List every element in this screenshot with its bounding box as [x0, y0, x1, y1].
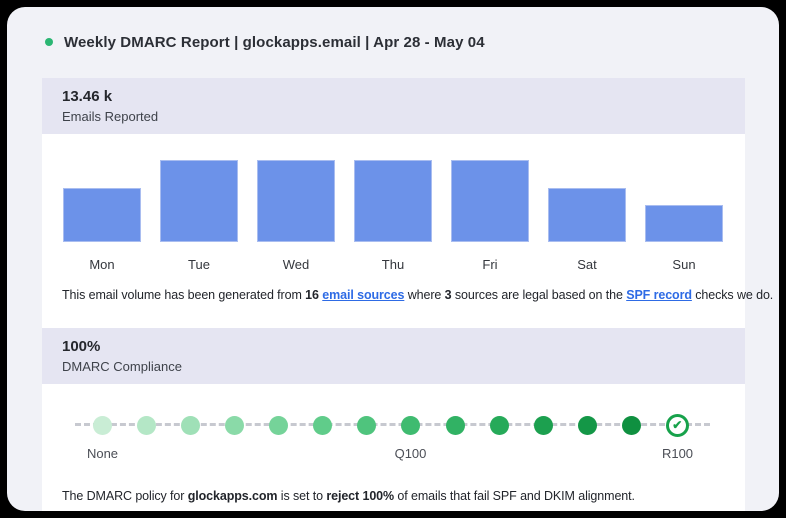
scale-dashed-line: [75, 423, 710, 426]
text-segment: where: [404, 288, 445, 302]
compliance-dot: [401, 415, 421, 435]
compliance-dot: [577, 415, 597, 435]
bar: [257, 160, 335, 242]
compliance-dot: [137, 415, 157, 435]
compliance-dot: [269, 415, 289, 435]
bar-group: Fri: [451, 160, 529, 274]
bar-label: Thu: [381, 257, 405, 272]
scale-label: Q100: [394, 446, 427, 461]
text-segment: 3: [444, 288, 452, 302]
text-segment: glockapps.com: [187, 489, 278, 503]
compliance-dot: [313, 415, 333, 435]
bar-label: Mon: [89, 257, 115, 272]
bar-group: Wed: [257, 160, 335, 274]
emails-total: 13.46 k: [62, 88, 113, 105]
inline-link[interactable]: SPF record: [626, 288, 692, 302]
bar: [451, 160, 529, 242]
bar: [548, 188, 626, 242]
bar: [63, 188, 141, 242]
text-segment: The DMARC policy for: [62, 489, 188, 503]
text-segment: is set to: [277, 489, 327, 503]
bar-label: Sat: [577, 257, 597, 272]
report-header: Weekly DMARC Report | glockapps.email | …: [7, 7, 779, 77]
text-segment: sources are legal based on the: [451, 288, 627, 302]
compliance-value: 100%: [62, 338, 101, 355]
compliance-banner: 100% DMARC Compliance: [42, 328, 745, 384]
compliance-scale: ✔ None Q100 R100: [42, 404, 745, 480]
text-segment: checks we do.: [691, 288, 774, 302]
bar: [160, 160, 238, 242]
bar-label: Fri: [482, 257, 498, 272]
bar-group: Mon: [63, 188, 141, 274]
compliance-dot: [489, 415, 509, 435]
status-dot-icon: [45, 38, 53, 46]
compliance-dot: [445, 415, 465, 435]
bar-group: Sat: [548, 188, 626, 274]
emails-summary-banner: 13.46 k Emails Reported: [42, 78, 745, 134]
report-panel: 13.46 k Emails Reported Mon Tue Wed Thu Fri S…: [42, 78, 773, 511]
text-segment: This email volume has been generated fro…: [62, 288, 306, 302]
bar-label: Sun: [672, 257, 696, 272]
compliance-dot: [181, 415, 201, 435]
bar-group: Sun: [645, 205, 723, 274]
volume-text: This email volume has been generated fro…: [62, 288, 773, 302]
report-title: Weekly DMARC Report | glockapps.email | …: [64, 33, 485, 51]
bar-label: Tue: [188, 257, 210, 272]
compliance-dot: [533, 415, 553, 435]
compliance-dot: [225, 415, 245, 435]
scale-label: None: [86, 446, 119, 461]
bar-chart: Mon Tue Wed Thu Fri Sat Sun: [42, 134, 745, 274]
bar: [354, 160, 432, 242]
scale-label: R100: [661, 446, 694, 461]
check-icon: ✔: [665, 413, 689, 437]
text-segment: reject 100%: [326, 489, 395, 503]
bar-group: Thu: [354, 160, 432, 274]
inline-link[interactable]: email sources: [322, 288, 405, 302]
compliance-dot: [357, 415, 377, 435]
compliance-dots: ✔: [93, 413, 689, 437]
bar: [645, 205, 723, 242]
compliance-label: DMARC Compliance: [62, 359, 182, 374]
text-segment: 16: [305, 288, 319, 302]
policy-text: The DMARC policy for glockapps.com is se…: [62, 489, 745, 503]
emails-label: Emails Reported: [62, 109, 159, 124]
compliance-dot: [93, 415, 112, 435]
text-segment: of emails that fail SPF and DKIM alignme…: [394, 489, 635, 503]
compliance-dot: [621, 415, 641, 435]
bar-label: Wed: [282, 257, 310, 272]
report-card: Weekly DMARC Report | glockapps.email | …: [7, 7, 779, 511]
bar-group: Tue: [160, 160, 238, 274]
